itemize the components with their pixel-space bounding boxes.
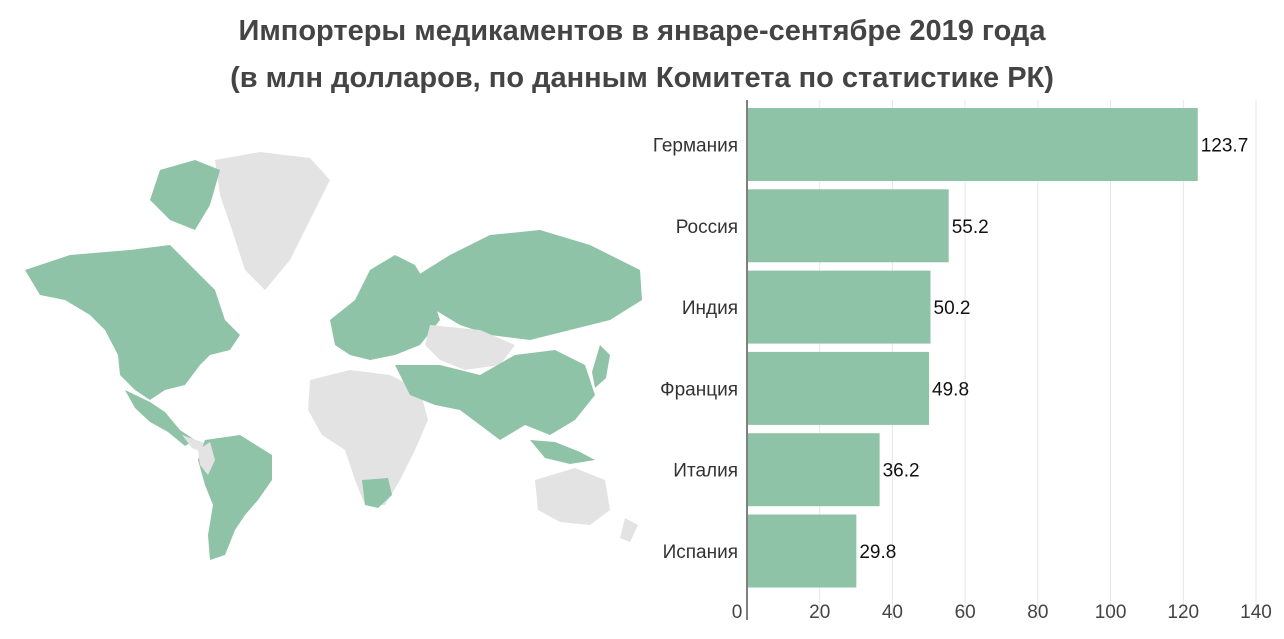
map-africa: [308, 370, 428, 505]
chart-title-line2: (в млн долларов, по данным Комитета по с…: [230, 62, 1054, 94]
bar: [748, 189, 949, 263]
map-mexico: [125, 390, 195, 446]
map-kazakhstan: [425, 325, 515, 370]
map-south-africa: [362, 478, 392, 508]
x-axis-ticks: 0 20 40 60 80 100 120 140: [732, 602, 1272, 623]
value-label: 123.7: [1201, 136, 1249, 157]
x-tick-label: 0: [732, 602, 743, 623]
map-north-america: [25, 245, 240, 400]
world-map: [25, 152, 642, 560]
x-tick-label: 60: [955, 602, 976, 623]
value-label: 29.8: [859, 542, 896, 563]
x-tick-label: 100: [1095, 602, 1127, 623]
x-tick-label: 40: [882, 602, 903, 623]
x-tick-label: 80: [1027, 602, 1048, 623]
map-australia: [535, 468, 610, 525]
chart-title-line1: Импортеры медикаментов в январе-сентябре…: [238, 15, 1046, 47]
bar: [748, 270, 931, 344]
bar: [748, 514, 857, 588]
category-label: Россия: [676, 217, 738, 238]
map-south-america: [198, 435, 272, 560]
x-tick-label: 20: [809, 602, 830, 623]
label-layer: Германия 123.7 Россия 55.2 Индия 50.2 Франция 4…: [653, 136, 1248, 564]
map-sea-islands: [530, 440, 595, 464]
category-label: Германия: [653, 136, 738, 157]
chart-title: Импортеры медикаментов в январе-сентябре…: [0, 8, 1284, 102]
category-label: Франция: [660, 379, 738, 400]
category-label: Италия: [673, 461, 738, 482]
bar: [748, 433, 880, 507]
value-label: 49.8: [932, 379, 969, 400]
value-label: 36.2: [883, 461, 920, 482]
bar-layer: [748, 108, 1198, 588]
map-new-zealand: [620, 518, 638, 542]
category-label: Индия: [682, 298, 738, 319]
bar: [748, 351, 930, 425]
category-label: Испания: [663, 542, 738, 563]
map-canada-islands: [150, 160, 220, 230]
map-south-america-grey: [198, 442, 215, 475]
map-asia-south: [395, 350, 595, 440]
x-tick-label: 120: [1167, 602, 1199, 623]
value-label: 50.2: [934, 298, 971, 319]
map-japan: [592, 345, 610, 388]
map-russia: [410, 230, 642, 340]
value-label: 55.2: [952, 217, 989, 238]
bar: [748, 108, 1198, 181]
map-greenland: [215, 152, 330, 290]
x-tick-label: 140: [1240, 602, 1272, 623]
